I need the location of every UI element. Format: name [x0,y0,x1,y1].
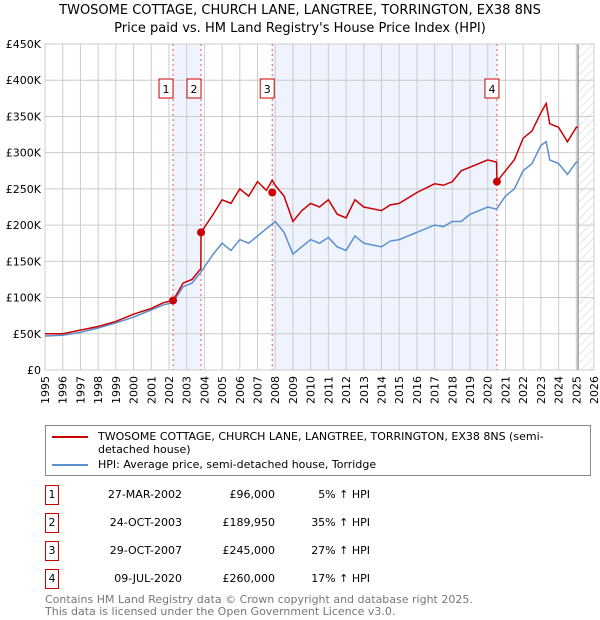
sale-point[interactable] [492,177,501,186]
chart-title: TWOSOME COTTAGE, CHURCH LANE, LANGTREE, … [59,3,541,18]
x-tick-label: 2000 [128,376,141,404]
x-tick-label: 2024 [553,376,566,404]
sale-hpi-change: 35% ↑ HPI [311,516,370,529]
x-tick-label: 2018 [446,376,459,404]
x-tick-label: 2023 [535,376,548,404]
x-tick-label: 2016 [411,376,424,404]
x-tick-label: 2006 [234,376,247,404]
sale-label-number: 2 [191,83,198,96]
x-tick-label: 2019 [464,376,477,404]
sale-price: £189,950 [222,516,276,529]
sale-price: £260,000 [222,572,276,585]
chart-subtitle: Price paid vs. HM Land Registry's House … [114,21,486,36]
x-tick-label: 2002 [163,376,176,404]
legend: TWOSOME COTTAGE, CHURCH LANE, LANGTREE, … [45,425,591,476]
sale-label-box: 3 [259,78,275,99]
x-tick-label: 2020 [482,376,495,404]
hpi-line [44,140,579,337]
x-tick-label: 1999 [110,376,123,404]
y-tick-label: £300K [6,147,42,160]
x-tick-label: 2011 [322,376,335,404]
y-tick-label: £100K [6,292,42,305]
sale-number: 4 [45,569,59,589]
sale-point[interactable] [268,188,277,197]
sale-label-number: 1 [163,83,170,96]
x-tick-label: 2017 [429,376,442,404]
x-tick-label: 2004 [198,376,211,404]
sale-row: 3 29-OCT-2007 £245,000 27% ↑ HPI [45,541,385,561]
sale-hpi-change: 17% ↑ HPI [311,572,370,585]
sale-hpi-change: 27% ↑ HPI [311,544,370,557]
legend-property-label: TWOSOME COTTAGE, CHURCH LANE, LANGTREE, … [98,430,544,456]
legend-blue-line [52,464,88,466]
sale-number: 2 [45,513,59,533]
x-tick-label: 2025 [570,376,583,404]
x-tick-label: 2026 [588,376,600,404]
x-tick-label: 2010 [305,376,318,404]
y-tick-label: £400K [6,74,42,87]
y-tick-label: £50K [13,328,42,341]
x-tick-label: 2012 [340,376,353,404]
sale-date: 09-JUL-2020 [114,572,182,585]
ownership-shade [272,44,497,370]
x-tick-label: 2014 [375,376,388,404]
x-tick-label: 1998 [92,376,105,404]
sale-number: 1 [45,485,59,505]
x-tick-label: 1997 [74,376,87,404]
x-tick-label: 2022 [517,376,530,404]
y-tick-label: £200K [6,219,42,232]
sale-date: 27-MAR-2002 [107,488,182,501]
legend-hpi-label: HPI: Average price, semi-detached house,… [98,458,377,471]
sale-row: 4 09-JUL-2020 £260,000 17% ↑ HPI [45,569,385,589]
x-tick-label: 2015 [393,376,406,404]
sale-number: 3 [45,541,59,561]
x-tick-label: 2001 [145,376,158,404]
x-tick-label: 2021 [499,376,512,404]
property-price-line [45,101,579,335]
footer-copyright: Contains HM Land Registry data © Crown c… [45,593,473,606]
footer-licence: This data is licensed under the Open Gov… [45,605,396,618]
sale-row: 1 27-MAR-2002 £96,000 5% ↑ HPI [45,485,385,505]
price-chart: 1995 1996 1997 1998 1999 2000 2001 2002 2003 2004… [6,38,600,404]
legend-red-line [52,436,88,438]
sale-label-box: 4 [484,78,500,99]
sale-label-box: 2 [186,78,202,99]
x-tick-label: 2008 [269,376,282,404]
plot-border [44,43,595,371]
x-tick-label: 2009 [287,376,300,404]
sale-point[interactable] [169,296,178,305]
sale-label-number: 4 [488,83,495,96]
x-tick-label: 2005 [216,376,229,404]
sale-row: 2 24-OCT-2003 £189,950 35% ↑ HPI [45,513,385,533]
sale-date: 24-OCT-2003 [109,516,182,529]
sale-hpi-change: 5% ↑ HPI [318,488,370,501]
sale-label-box: 1 [158,78,174,99]
y-tick-label: £250K [6,183,42,196]
sale-price: £96,000 [229,488,276,501]
y-tick-label: £450K [6,38,42,51]
x-tick-label: 2013 [358,376,371,404]
sale-date: 29-OCT-2007 [109,544,182,557]
sale-point[interactable] [197,228,206,237]
x-tick-label: 1995 [39,376,52,404]
x-tick-label: 1996 [57,376,70,404]
forecast-hatch [578,44,594,370]
y-tick-label: £0 [27,364,41,377]
y-tick-label: £150K [6,255,42,268]
x-tick-label: 2003 [181,376,194,404]
y-tick-label: £350K [6,110,42,123]
sale-label-number: 3 [264,83,271,96]
x-tick-label: 2007 [252,376,265,404]
sale-price: £245,000 [222,544,276,557]
